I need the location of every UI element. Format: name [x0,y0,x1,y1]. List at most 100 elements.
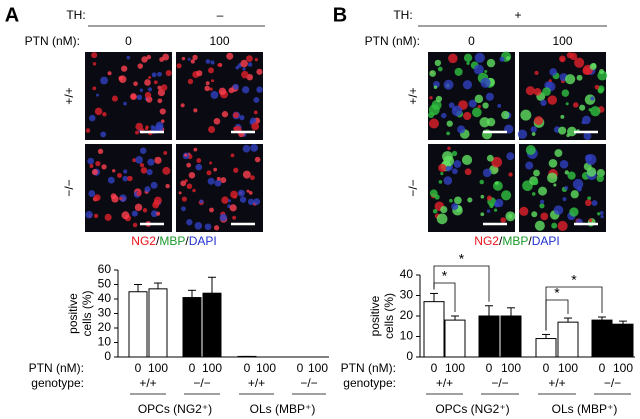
ptn-value: 100 [552,34,572,48]
cell [136,190,142,197]
cell [437,66,443,72]
cell [248,190,253,195]
cell [247,62,253,67]
cell [162,166,171,175]
cell [232,83,239,90]
cell [443,176,453,185]
cell [250,144,259,152]
cell [88,190,96,197]
cell [539,199,545,205]
cell [150,181,158,189]
cell [130,93,137,100]
genotype-label: −/− [491,376,508,390]
group-label: OLs (MBP⁺) [250,402,316,416]
cell [145,127,149,131]
y-tick-label: 40 [98,291,112,305]
cell [233,167,239,173]
cell [486,154,494,162]
cell [579,104,586,111]
genotype-label: +/+ [406,87,420,104]
bar [591,319,613,358]
cell [240,59,248,68]
cell [493,208,498,212]
cell [237,189,245,197]
x-tick-label: 100 [501,361,521,375]
cell [463,111,472,121]
cell [227,199,232,203]
cell [441,112,447,119]
genotype-label: −/− [193,376,210,390]
stain-part: / [499,234,503,248]
cell [554,149,563,158]
cell [213,225,220,231]
cell [176,63,182,69]
cell [87,157,95,165]
cell [214,179,222,187]
cell [436,213,448,225]
cell [451,105,463,117]
cell [123,169,128,174]
cell [530,126,537,133]
stain-part: MBP [159,234,185,248]
cell [585,154,597,166]
cell [569,207,579,217]
cell [101,164,107,170]
cell [192,54,198,61]
cell [102,112,107,117]
cell [140,167,148,174]
cell [486,209,491,213]
cell [559,159,569,169]
cell [501,190,512,201]
cell [142,208,148,213]
cell [97,148,104,155]
significance-star: * [554,285,560,301]
cell [431,100,442,111]
cell [566,133,570,138]
cell [500,217,506,223]
cell [242,67,246,71]
cell [457,125,466,134]
cell [525,145,536,155]
cell [480,212,485,217]
cell [92,62,97,66]
cell [232,112,239,119]
cell [443,155,455,167]
cell [506,152,515,161]
cell [540,212,549,221]
stain-part: / [185,234,189,248]
bar [478,315,500,358]
cell [560,57,564,62]
cell [85,128,91,133]
cell [588,108,592,112]
cell [126,55,131,60]
cell [209,161,213,165]
cell [531,211,538,218]
cell [135,130,139,135]
x-tick-label: 100 [308,361,328,375]
cell [582,115,591,125]
cell [118,75,124,81]
cell [429,96,433,100]
cell [139,147,147,154]
y-tick-label: 30 [98,306,112,320]
ptn-value: 0 [125,34,132,48]
cell [186,183,193,190]
cell [473,64,484,75]
cell [438,163,447,173]
cell [93,194,101,201]
cell [235,65,240,70]
significance-star: * [459,251,465,267]
cell [477,105,481,109]
cell [246,55,253,63]
cell [111,195,119,203]
cell [146,169,153,176]
cell [434,194,440,200]
cell [506,56,511,61]
cell [440,172,444,176]
th-value: – [217,8,224,22]
cell [508,172,513,177]
cell [112,169,116,173]
cell [486,195,492,201]
cell [467,197,473,203]
cell [204,223,212,231]
